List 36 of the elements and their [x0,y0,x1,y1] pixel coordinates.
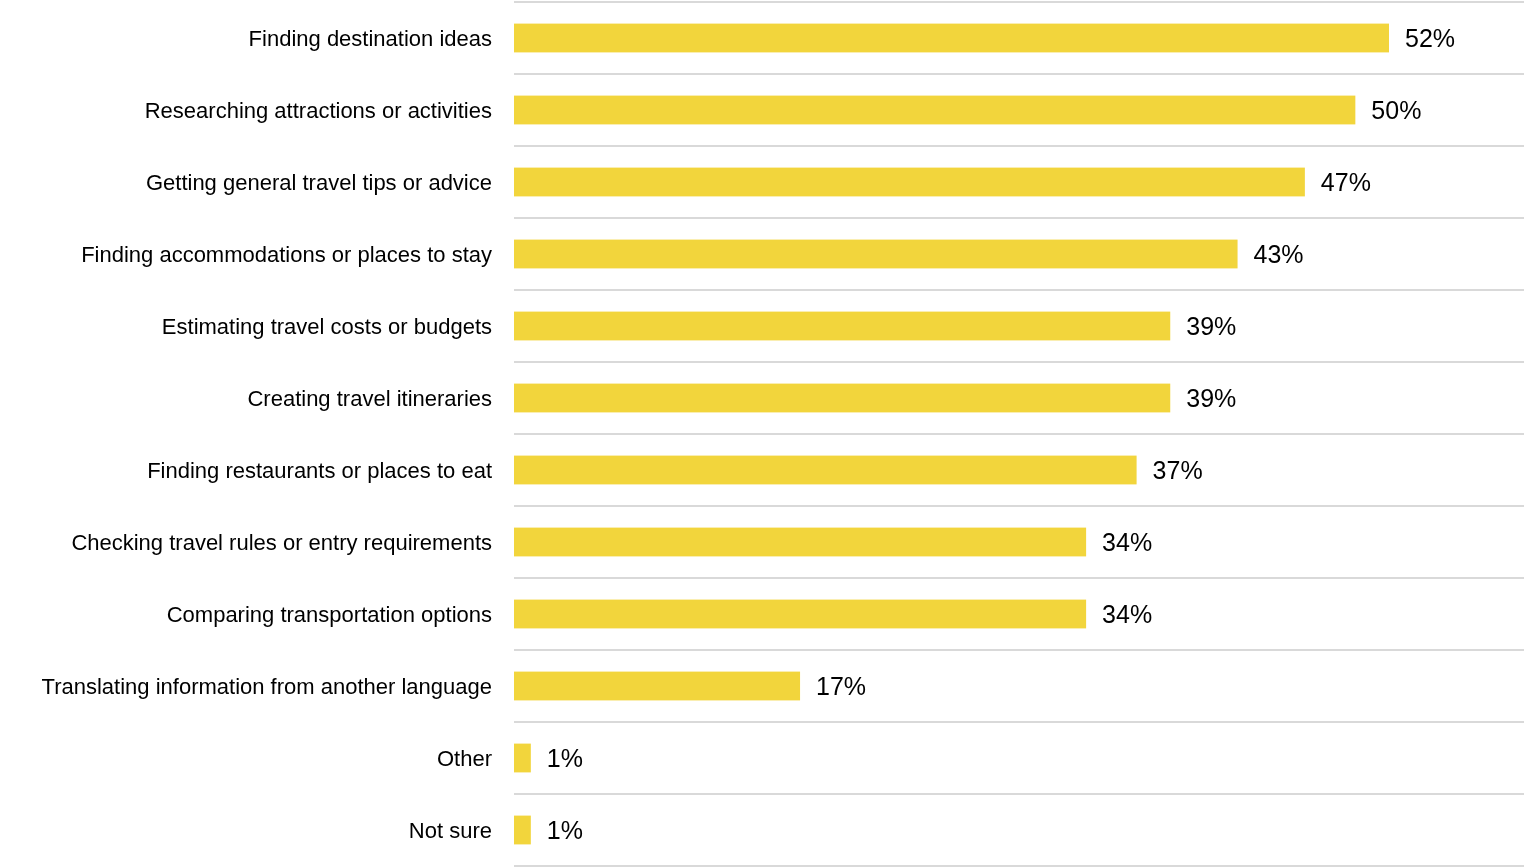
data-label: 47% [1320,167,1371,196]
y-tick-label: Translating information from another language [41,673,492,699]
y-tick-label: Researching attractions or activities [144,97,492,123]
data-label: 1% [546,743,583,772]
y-tick-label: Comparing transportation options [166,601,492,627]
data-label: 17% [816,671,867,700]
bar [514,239,1238,269]
bar [514,455,1137,485]
y-tick-label: Getting general travel tips or advice [145,169,492,195]
bar [514,599,1087,629]
bar [514,167,1305,197]
bar [514,527,1087,557]
bar [514,383,1171,413]
data-label: 39% [1186,311,1237,340]
bar [514,743,531,773]
data-label: 34% [1102,599,1153,628]
y-tick-label: Not sure [408,817,492,843]
y-tick-label: Finding restaurants or places to eat [147,457,492,483]
y-tick-label: Finding accommodations or places to stay [81,241,492,267]
y-tick-label: Other [436,745,492,771]
data-label: 43% [1253,239,1304,268]
y-tick-label: Estimating travel costs or budgets [161,313,492,339]
data-label: 52% [1405,23,1456,52]
data-label: 50% [1371,95,1422,124]
bar [514,23,1389,53]
bar [514,815,531,845]
data-label: 37% [1152,455,1203,484]
data-label: 1% [546,815,583,844]
y-tick-label: Creating travel itineraries [247,385,492,411]
bar [514,671,801,701]
y-tick-label: Finding destination ideas [248,25,492,51]
bar [514,311,1171,341]
y-tick-label: Checking travel rules or entry requirements [71,529,492,555]
bar [514,95,1356,125]
data-label: 39% [1186,383,1237,412]
data-label: 34% [1102,527,1153,556]
